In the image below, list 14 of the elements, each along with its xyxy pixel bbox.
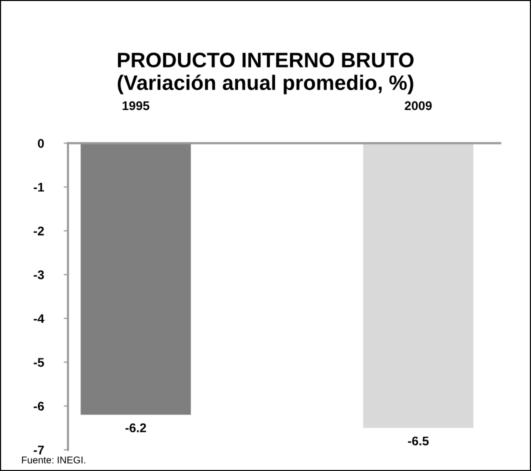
y-tick-label: -4 xyxy=(34,314,44,323)
x-tick-label: 2009 xyxy=(404,101,432,110)
data-label: -6.2 xyxy=(125,423,146,432)
y-tick-label: -5 xyxy=(34,358,44,367)
y-tick-label: -2 xyxy=(34,226,44,236)
source-note: Fuente: INEGI. xyxy=(22,456,86,464)
data-label: -6.5 xyxy=(408,436,429,446)
y-tick-label: 0 xyxy=(38,138,44,148)
chart-title: PRODUCTO INTERNO BRUTO (Variación anual promedio, %) xyxy=(118,52,414,94)
y-tick-label: -7 xyxy=(34,446,44,454)
y-tick-label: -1 xyxy=(34,182,44,192)
y-tick-label: -6 xyxy=(34,402,44,411)
y-tick-label: -3 xyxy=(34,270,44,280)
x-tick-label: 1995 xyxy=(122,101,150,110)
